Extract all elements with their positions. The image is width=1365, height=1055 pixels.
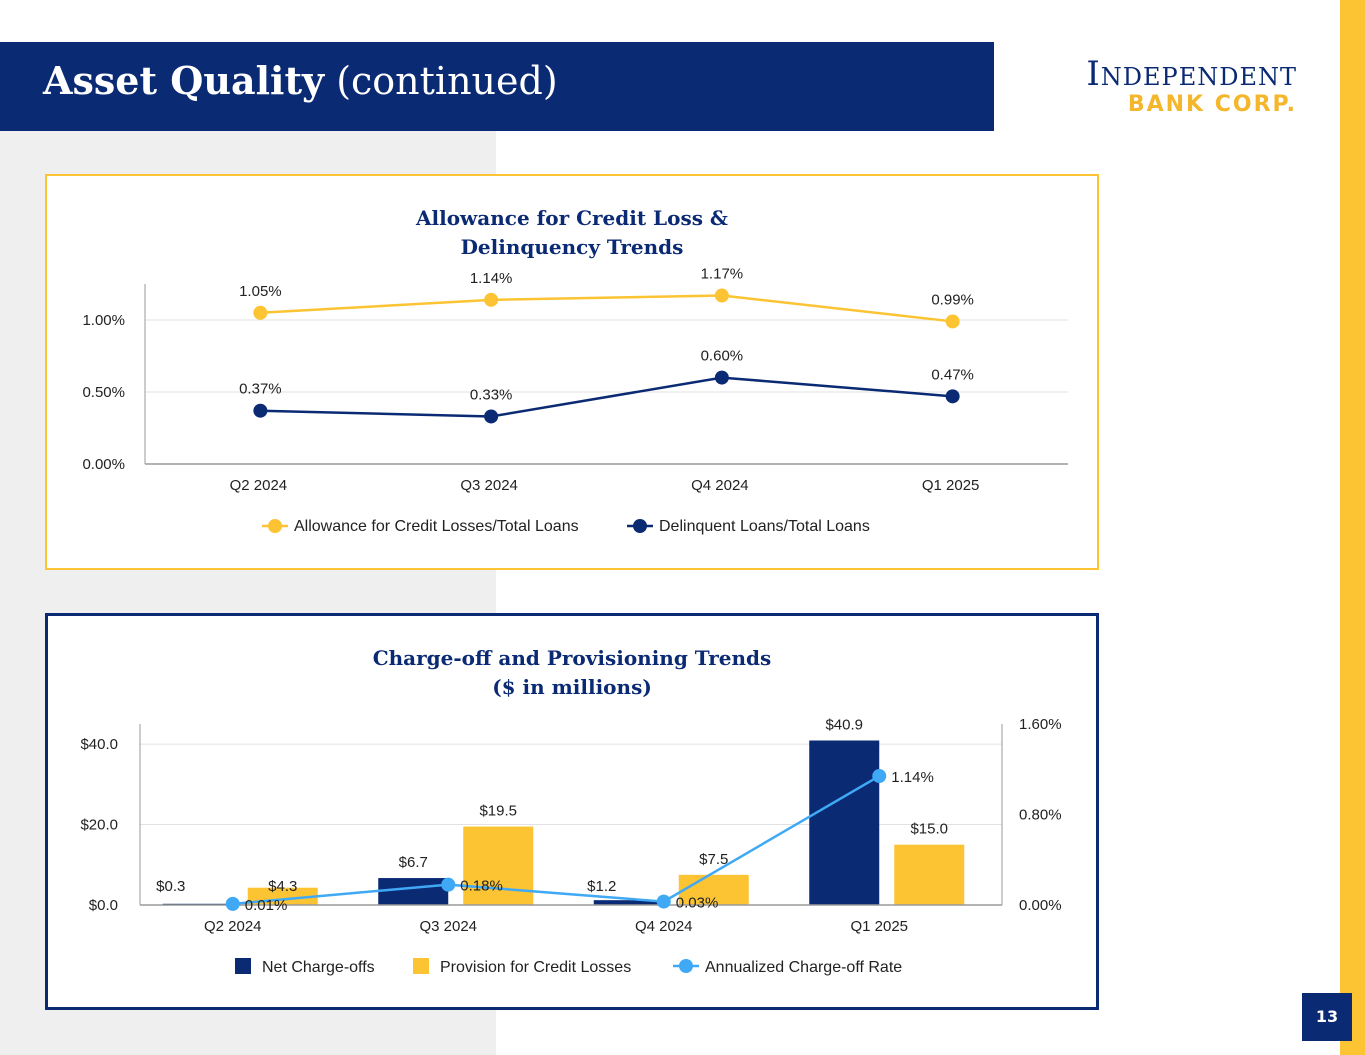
legend-marker — [633, 519, 647, 533]
logo-wordmark: Independent — [1086, 54, 1297, 94]
data-point — [253, 403, 268, 418]
legend-label: Allowance for Credit Losses/Total Loans — [294, 518, 579, 535]
chart-title-line: Charge-off and Provisioning Trends — [372, 646, 772, 670]
x-tick-label: Q1 2025 — [850, 918, 908, 935]
x-tick-label: Q3 2024 — [419, 918, 477, 935]
legend-label: Net Charge-offs — [262, 959, 375, 976]
logo-subline: BANK CORP. — [1127, 92, 1297, 117]
data-point — [484, 292, 499, 307]
legend-marker — [268, 519, 282, 533]
x-tick-label: Q1 2025 — [922, 477, 980, 494]
chargeoff-provisioning-panel: Charge-off and Provisioning Trends ($ in… — [45, 613, 1099, 1010]
y-tick-label: 1.00% — [82, 312, 125, 329]
y-tick-label: 0.50% — [82, 384, 125, 401]
rate-point — [225, 896, 240, 911]
page-title-main: Asset Quality — [43, 58, 325, 103]
data-label: 0.47% — [931, 366, 974, 383]
rate-label: 0.18% — [460, 878, 503, 895]
bar-value-label: $4.3 — [268, 878, 297, 895]
data-point — [945, 314, 960, 329]
bar-value-label: $40.9 — [825, 716, 863, 733]
data-label: 1.05% — [239, 283, 282, 300]
legend-label: Provision for Credit Losses — [440, 959, 631, 976]
legend-swatch — [235, 958, 251, 974]
data-label: 0.37% — [239, 381, 282, 398]
x-tick-label: Q4 2024 — [691, 477, 749, 494]
series-line — [260, 294, 953, 323]
series-line — [260, 376, 953, 418]
bar-value-label: $1.2 — [587, 878, 616, 895]
rate-point — [656, 894, 671, 909]
y-tick-label: $0.0 — [89, 897, 118, 914]
page-number: 13 — [1302, 993, 1352, 1041]
data-label: 0.33% — [470, 386, 513, 403]
company-logo: Independent BANK CORP. — [1086, 56, 1297, 118]
chart-title: Charge-off and Provisioning Trends ($ in… — [48, 644, 1096, 702]
chart-title: Allowance for Credit Loss & Delinquency … — [47, 204, 1097, 262]
allowance-delinquency-chart: 0.00% 0.50% 1.00% Q2 2024 Q3 2024 Q4 2024 Q1 2… — [82, 266, 1068, 535]
bar — [809, 740, 880, 905]
bar — [463, 826, 534, 905]
bar-value-label: $15.0 — [910, 821, 948, 838]
page-title-suffix: (continued) — [336, 59, 558, 103]
data-label: 1.17% — [701, 266, 744, 283]
bar-value-label: $0.3 — [156, 878, 185, 895]
bar — [678, 874, 749, 905]
legend-label: Delinquent Loans/Total Loans — [659, 518, 870, 535]
x-tick-label: Q4 2024 — [635, 918, 693, 935]
y2-tick-label: 1.60% — [1019, 716, 1062, 733]
x-tick-label: Q3 2024 — [460, 477, 518, 494]
rate-label: 0.03% — [676, 895, 719, 912]
bar — [378, 878, 449, 905]
legend-marker — [679, 959, 693, 973]
rate-line — [232, 774, 880, 906]
y-tick-label: $20.0 — [80, 817, 118, 834]
chart-title-line: Delinquency Trends — [460, 235, 684, 259]
bar-value-label: $7.5 — [699, 851, 728, 868]
rate-label: 0.01% — [245, 897, 288, 914]
chargeoff-provisioning-chart: $0.0 $20.0 $40.0 0.00% 0.80% 1.60% $0.3 $6.7 $1.… — [80, 716, 1062, 976]
x-tick-label: Q2 2024 — [230, 477, 288, 494]
x-tick-label: Q2 2024 — [204, 918, 262, 935]
bar — [593, 900, 664, 905]
page-title: Asset Quality (continued) — [43, 58, 558, 103]
data-point — [714, 370, 729, 385]
chart-title-line: Allowance for Credit Loss & — [416, 206, 728, 230]
chart-title-line: ($ in millions) — [492, 675, 652, 699]
rate-point — [441, 877, 456, 892]
header-band — [0, 42, 994, 131]
data-label: 0.99% — [931, 291, 974, 308]
y-tick-label: $40.0 — [80, 736, 118, 753]
allowance-delinquency-panel: Allowance for Credit Loss & Delinquency … — [45, 174, 1099, 570]
data-label: 0.60% — [701, 348, 744, 365]
y2-tick-label: 0.80% — [1019, 807, 1062, 824]
right-accent-stripe — [1340, 0, 1365, 1055]
data-label: 1.14% — [470, 270, 513, 287]
legend-label: Annualized Charge-off Rate — [705, 959, 902, 976]
data-point — [484, 409, 499, 424]
data-point — [253, 305, 268, 320]
bar-value-label: $19.5 — [479, 803, 517, 820]
data-point — [714, 288, 729, 303]
rate-label: 1.14% — [891, 769, 934, 786]
y-tick-label: 0.00% — [82, 456, 125, 473]
rate-point — [872, 769, 887, 784]
bar — [894, 844, 965, 905]
data-point — [945, 389, 960, 404]
legend-swatch — [413, 958, 429, 974]
y2-tick-label: 0.00% — [1019, 897, 1062, 914]
bar-value-label: $6.7 — [399, 854, 428, 871]
